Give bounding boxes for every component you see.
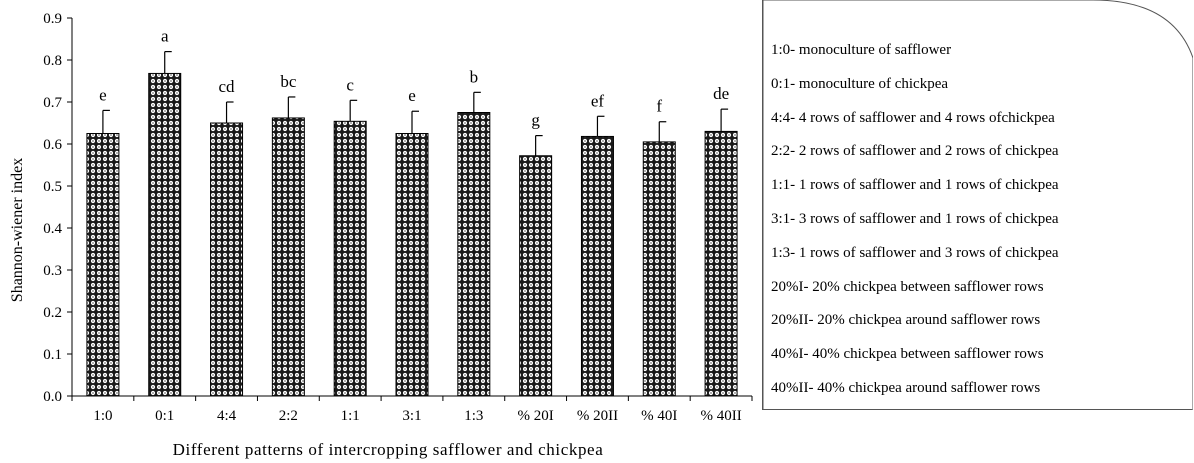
x-tick-label: 2:2	[279, 408, 298, 424]
bar	[86, 133, 120, 397]
x-tick-label: 1:1	[341, 408, 360, 424]
y-tick-label: 0.4	[43, 221, 62, 237]
legend-item: 1:1- 1 rows of safflower and 1 rows of c…	[771, 177, 1059, 194]
bar	[519, 155, 553, 397]
y-tick-label: 0.7	[43, 95, 62, 111]
x-tick-label: % 20II	[577, 408, 618, 424]
legend-item: 20%I- 20% chickpea between safflower row…	[771, 278, 1044, 295]
bar	[457, 112, 491, 397]
y-tick-label: 0.3	[43, 263, 62, 279]
legend-item: 0:1- monoculture of chickpea	[771, 75, 949, 92]
x-tick-label: % 20I	[518, 408, 554, 424]
significance-letter: cd	[219, 77, 236, 96]
legend-item: 3:1- 3 rows of safflower and 1 rows of c…	[771, 210, 1059, 227]
x-tick-label: 0:1	[155, 408, 174, 424]
legend-item: 40%II- 40% chickpea around safflower row…	[771, 379, 1041, 396]
x-tick-label: % 40II	[700, 408, 741, 424]
legend-item: 40%I- 40% chickpea between safflower row…	[771, 346, 1044, 363]
significance-letter: bc	[280, 72, 297, 91]
significance-letter: de	[713, 84, 729, 103]
y-tick-label: 0.0	[43, 389, 62, 405]
x-tick-label: 4:4	[217, 408, 237, 424]
legend-item: 2:2- 2 rows of safflower and 2 rows of c…	[771, 143, 1059, 160]
significance-letter: c	[346, 75, 354, 94]
legend-item: 20%II- 20% chickpea around safflower row…	[771, 312, 1041, 329]
x-tick-label: % 40I	[641, 408, 677, 424]
significance-letter: e	[408, 86, 416, 105]
y-tick-label: 0.8	[43, 53, 62, 69]
bar	[395, 133, 429, 397]
bar	[642, 141, 676, 397]
significance-letter: a	[161, 27, 169, 46]
x-tick-label: 1:3	[464, 408, 483, 424]
y-tick-label: 0.6	[43, 137, 62, 153]
bar	[271, 117, 305, 397]
bar	[210, 122, 244, 397]
legend-item: 1:3- 1 rows of safflower and 3 rows of c…	[771, 244, 1059, 261]
bar-chart: Shannon-wiener index 0.0 0.1 0.2 0.3 0.4 0.5 0…	[9, 11, 753, 459]
significance-letter: b	[470, 67, 479, 86]
legend-list: 1:0- monoculture of safflower 0:1- monocu…	[771, 34, 1059, 406]
y-tick-label: 0.1	[43, 347, 62, 363]
bar	[704, 130, 738, 397]
legend: 1:0- monoculture of safflower 0:1- monocu…	[762, 0, 1193, 410]
y-tick-label: 0.5	[43, 179, 62, 195]
significance-letter: f	[656, 97, 662, 116]
significance-letter: ef	[591, 91, 605, 110]
legend-item: 1:0- monoculture of safflower	[771, 42, 952, 58]
bar	[580, 135, 614, 397]
y-tick-label: 0.9	[43, 11, 62, 27]
legend-item: 4:4- 4 rows of safflower and 4 rows ofch…	[771, 109, 1055, 126]
y-tick-label: 0.2	[43, 305, 62, 321]
x-axis-title: Different patterns of intercropping saff…	[173, 440, 604, 459]
significance-letter: g	[531, 111, 540, 130]
x-tick-label: 3:1	[402, 408, 421, 424]
significance-letter: e	[99, 85, 107, 104]
bar	[333, 120, 367, 397]
y-axis-title: Shannon-wiener index	[9, 158, 26, 302]
x-tick-label: 1:0	[93, 408, 112, 424]
bar	[148, 72, 182, 397]
